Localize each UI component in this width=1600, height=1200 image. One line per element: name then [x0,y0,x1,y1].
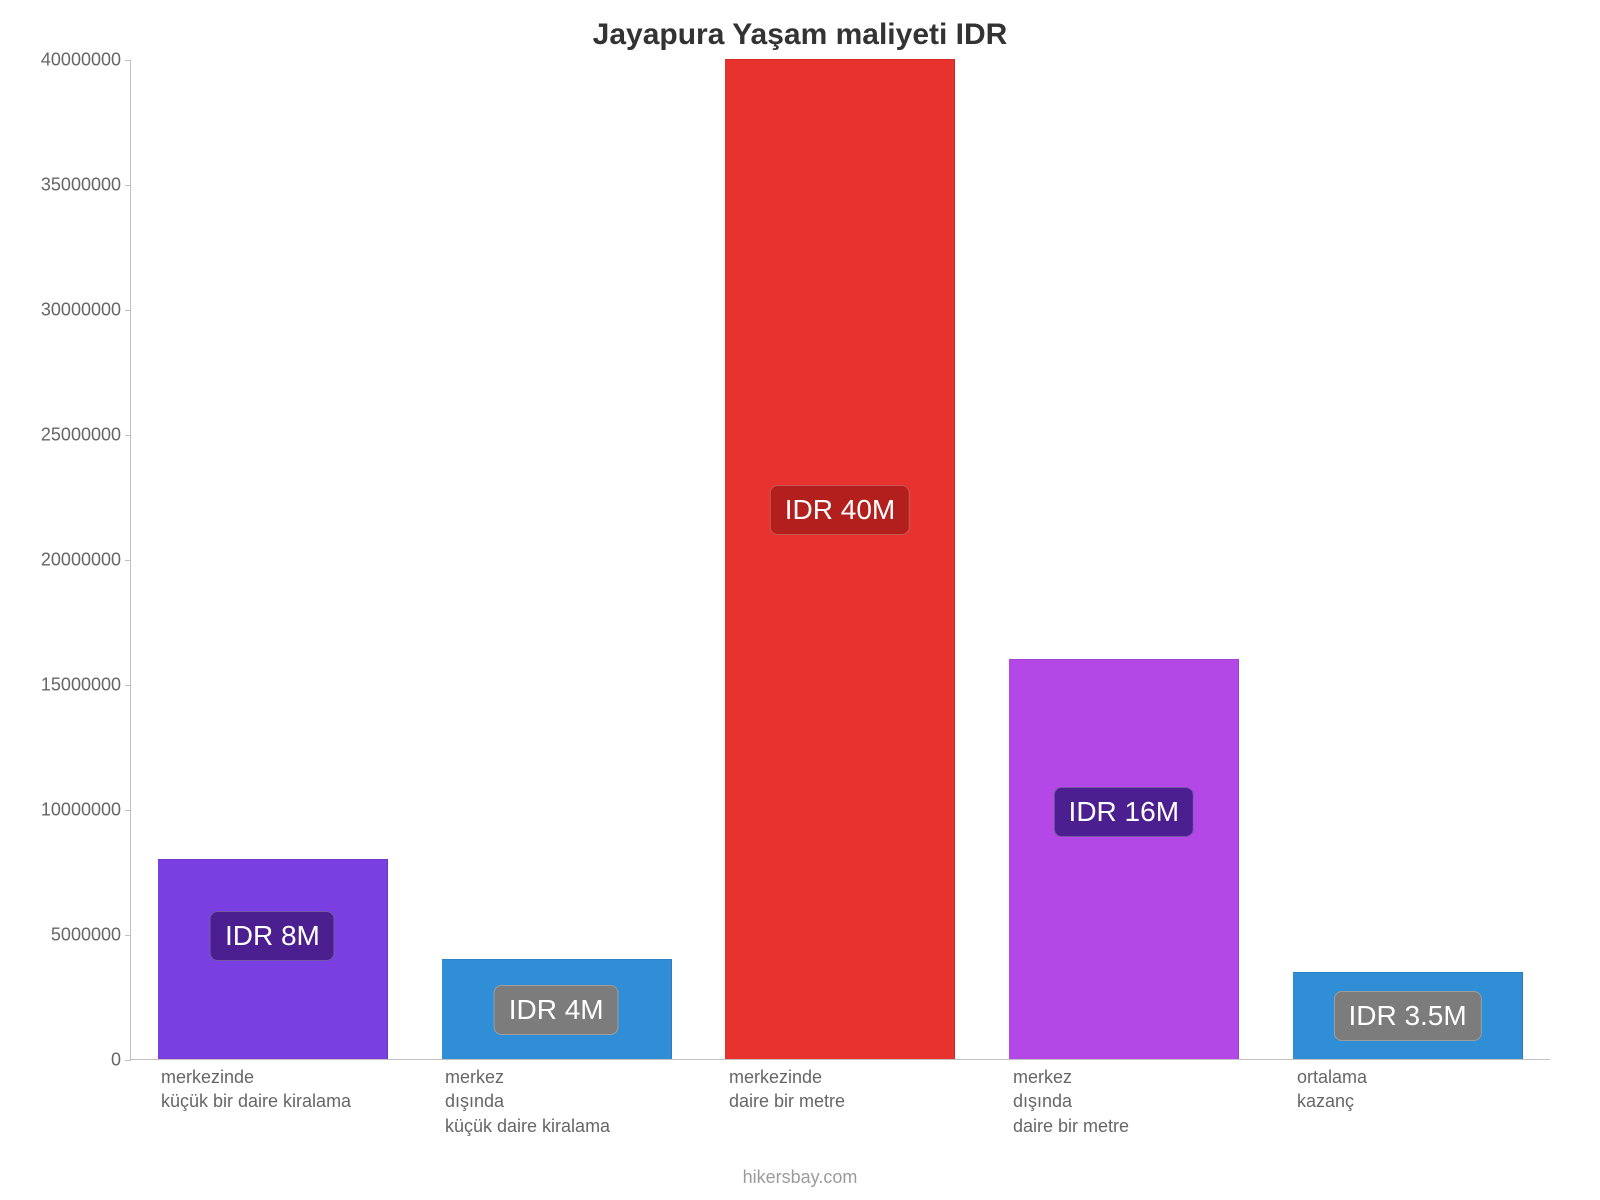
bar-value-label: IDR 4M [494,985,619,1035]
x-axis-labels: merkezinde küçük bir daire kiralama merke… [130,1065,1550,1138]
bar-slot: IDR 16M [1009,659,1239,1059]
y-tick-label: 20000000 [21,550,121,571]
bar-slot: IDR 4M [442,959,672,1059]
chart-title: Jayapura Yaşam maliyeti IDR [0,18,1600,52]
y-tick-label: 0 [21,1050,121,1071]
y-tick-label: 10000000 [21,800,121,821]
bar: IDR 8M [158,859,388,1059]
y-tick-label: 15000000 [21,675,121,696]
y-tick-mark [125,1060,131,1061]
x-axis-category-label: merkez dışında daire bir metre [1009,1065,1239,1138]
bar: IDR 3.5M [1293,972,1523,1060]
attribution-text: hikersbay.com [0,1167,1600,1188]
y-tick-label: 40000000 [21,50,121,71]
x-axis-category-label: merkezinde küçük bir daire kiralama [157,1065,387,1138]
x-axis-category-label: ortalama kazanç [1293,1065,1523,1138]
y-tick-label: 25000000 [21,425,121,446]
y-tick-label: 35000000 [21,175,121,196]
y-tick-label: 30000000 [21,300,121,321]
y-tick-label: 5000000 [21,925,121,946]
bars-group: IDR 8M IDR 4M IDR 40M IDR 16M IDR 3.5M [131,60,1550,1059]
bar: IDR 40M [725,59,955,1059]
bar: IDR 4M [442,959,672,1059]
chart-container: Jayapura Yaşam maliyeti IDR 050000001000… [0,0,1600,1200]
x-axis-category-label: merkez dışında küçük daire kiralama [441,1065,671,1138]
plot-area: 0500000010000000150000002000000025000000… [130,60,1550,1060]
bar-slot: IDR 3.5M [1293,972,1523,1060]
x-axis-category-label: merkezinde daire bir metre [725,1065,955,1138]
bar: IDR 16M [1009,659,1239,1059]
bar-value-label: IDR 8M [210,911,335,961]
bar-slot: IDR 40M [725,59,955,1059]
bar-value-label: IDR 3.5M [1333,991,1481,1041]
bar-slot: IDR 8M [158,859,388,1059]
bar-value-label: IDR 40M [770,485,910,535]
bar-value-label: IDR 16M [1054,787,1194,837]
